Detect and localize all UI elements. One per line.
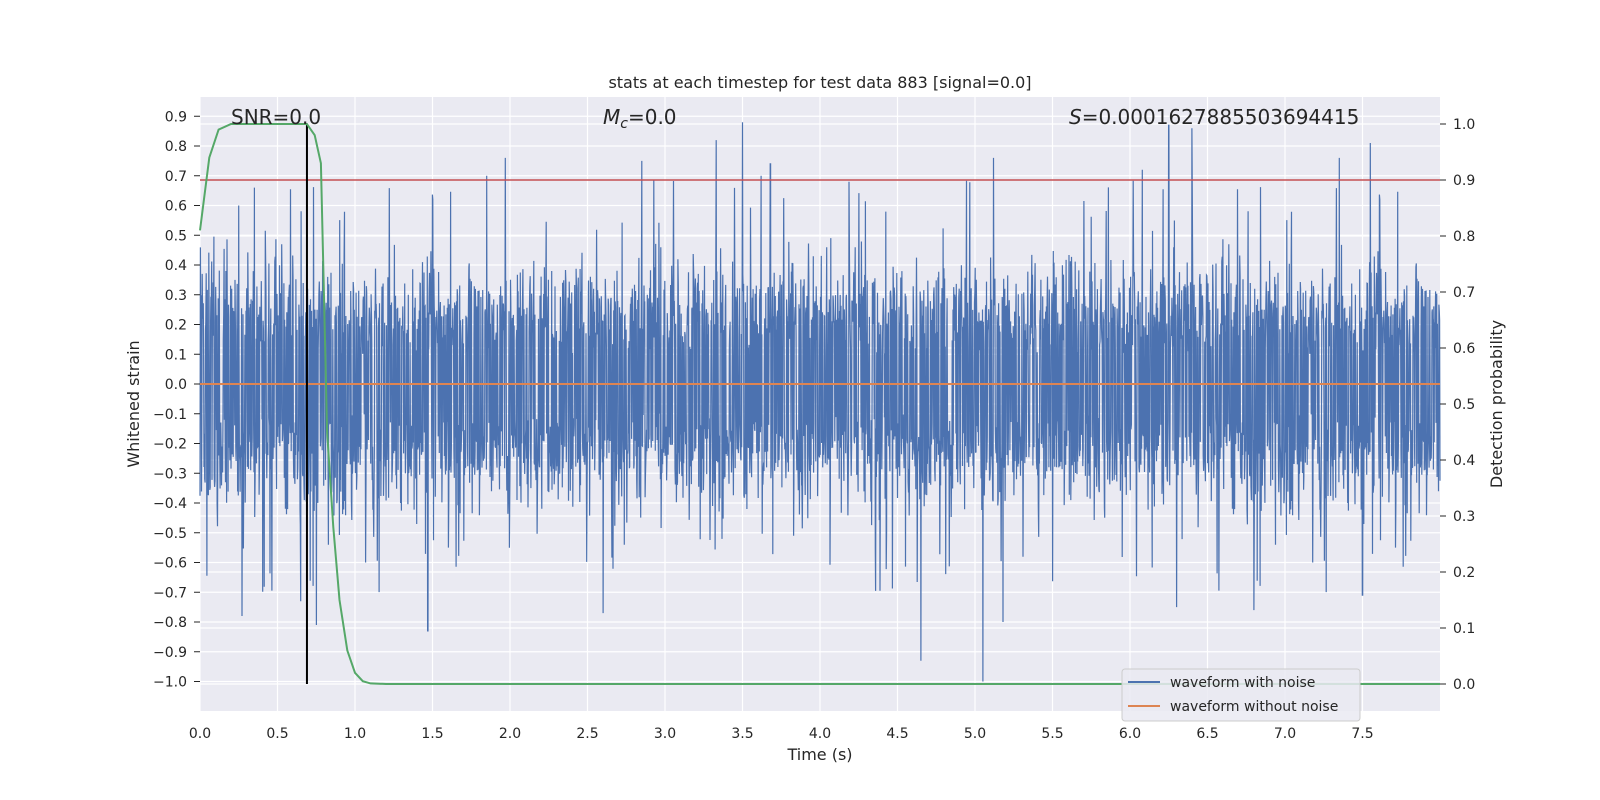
y-tick-label: 0.1 [165, 347, 187, 363]
y-tick-label: 0.5 [165, 228, 187, 244]
series-detection-probability [199, 123, 1440, 685]
y2-tick-label: 0.1 [1453, 621, 1475, 637]
y-tick-label: −0.2 [153, 437, 187, 453]
y-axis-ticks: 0.9 0.8 0.7 0.6 0.5 0.4 0.3 0.2 0.1 0.0 −0.1 −0.2 −0… [153, 109, 200, 691]
y-tick-label: 0.2 [165, 318, 187, 334]
x-tick-label: 6.0 [1119, 726, 1141, 742]
y-tick-label: −0.4 [153, 496, 187, 512]
y-tick-label: −0.8 [153, 615, 187, 631]
x-tick-label: 3.5 [731, 726, 753, 742]
y-tick-label: 0.8 [165, 139, 187, 155]
x-axis-ticks: 0.0 0.5 1.0 1.5 2.0 2.5 3.0 3.5 4.0 4.5 5.0 5.5 6.0 6… [189, 726, 1374, 742]
x-tick-label: 4.0 [809, 726, 831, 742]
y2-tick-label: 0.7 [1453, 285, 1475, 301]
x-tick-label: 7.0 [1274, 726, 1296, 742]
chirp-mass-value: =0.0 [628, 105, 677, 129]
x-tick-label: 0.5 [266, 726, 288, 742]
y2-tick-label: 0.2 [1453, 565, 1475, 581]
x-tick-label: 0.0 [189, 726, 211, 742]
series-waveform-with-noise [199, 122, 1441, 682]
y-tick-label: −1.0 [153, 675, 187, 691]
y-tick-label: −0.9 [153, 645, 187, 661]
y-tick-label: −0.1 [153, 407, 187, 423]
chirp-mass-annotation: Mc=0.0 [603, 105, 677, 132]
x-tick-label: 1.0 [344, 726, 366, 742]
y2-tick-label: 0.4 [1453, 453, 1475, 469]
y2-tick-label: 0.5 [1453, 397, 1475, 413]
legend-entry-clean: waveform without noise [1170, 699, 1338, 715]
x-tick-label: 1.5 [421, 726, 443, 742]
x-tick-label: 2.0 [499, 726, 521, 742]
y2-tick-label: 0.3 [1453, 509, 1475, 525]
y-tick-label: 0.3 [165, 288, 187, 304]
s-symbol: S [1069, 105, 1082, 129]
legend: waveform with noise waveform without noi… [1121, 668, 1361, 722]
x-tick-label: 5.0 [964, 726, 986, 742]
y2-tick-label: 0.8 [1453, 229, 1475, 245]
snr-annotation: SNR=0.0 [231, 105, 321, 129]
x-tick-label: 3.0 [654, 726, 676, 742]
x-tick-label: 7.5 [1351, 726, 1373, 742]
y-tick-label: 0.4 [165, 258, 187, 274]
chirp-mass-subscript: c [620, 116, 628, 132]
x-axis-label: Time (s) [786, 745, 852, 764]
chart-title: stats at each timestep for test data 883… [608, 73, 1031, 92]
y-axis-label: Whitened strain [124, 340, 143, 467]
y2-tick-label: 0.9 [1453, 173, 1475, 189]
x-tick-label: 6.5 [1196, 726, 1218, 742]
y-tick-label: −0.6 [153, 556, 187, 572]
y2-tick-label: 1.0 [1453, 117, 1475, 133]
y2-axis-ticks: 1.0 0.9 0.8 0.7 0.6 0.5 0.4 0.3 0.2 0.1 0.0 [1440, 117, 1475, 693]
y2-tick-label: 0.0 [1453, 677, 1475, 693]
y-tick-label: 0.0 [165, 377, 187, 393]
y2-axis-label: Detection probability [1487, 320, 1506, 488]
y-tick-label: −0.3 [153, 466, 187, 482]
legend-entry-noise: waveform with noise [1170, 675, 1315, 691]
x-tick-label: 5.5 [1041, 726, 1063, 742]
y-tick-label: −0.5 [153, 526, 187, 542]
y-tick-label: 0.9 [165, 109, 187, 125]
y2-tick-label: 0.6 [1453, 341, 1475, 357]
s-value: =0.0001627885503694415 [1082, 105, 1360, 129]
y-tick-label: −0.7 [153, 585, 187, 601]
y-tick-label: 0.6 [165, 199, 187, 215]
s-annotation: S=0.0001627885503694415 [1069, 105, 1359, 129]
chirp-mass-symbol: M [603, 105, 620, 129]
y-tick-label: 0.7 [165, 169, 187, 185]
x-tick-label: 4.5 [886, 726, 908, 742]
legend-box [1121, 668, 1361, 722]
x-tick-label: 2.5 [576, 726, 598, 742]
